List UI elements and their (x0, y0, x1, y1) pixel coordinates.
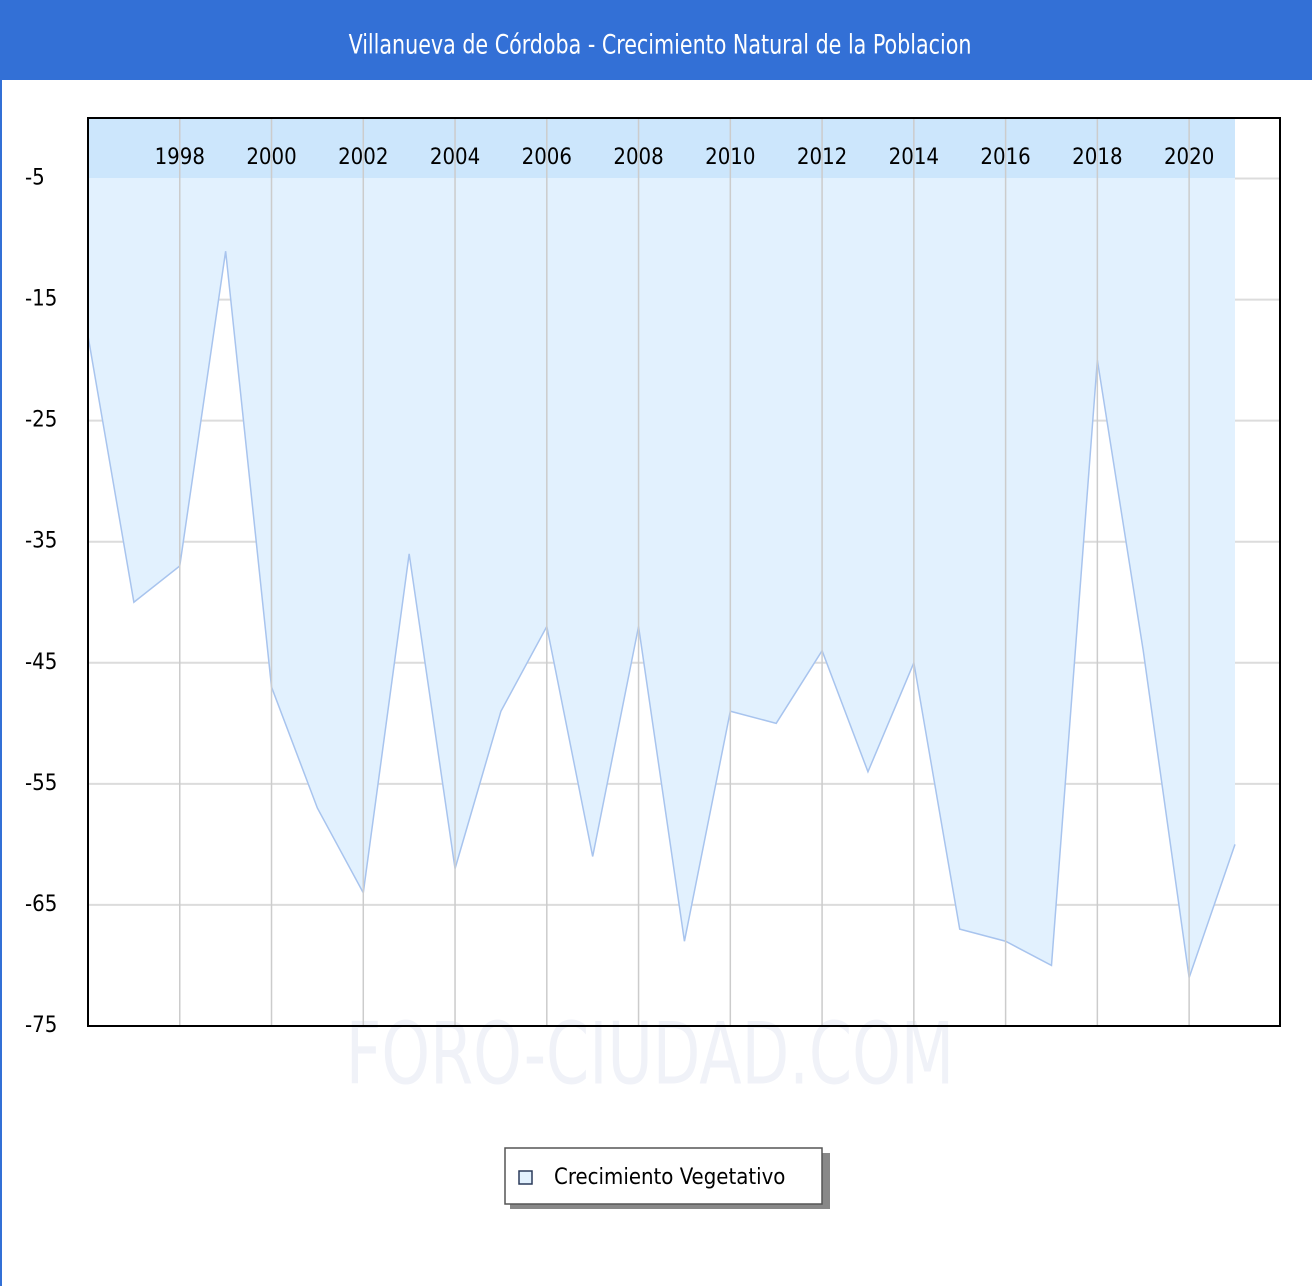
x-tick-label: 2006 (522, 145, 572, 170)
x-tick-label: 2004 (430, 145, 480, 170)
legend-swatch (518, 1170, 533, 1185)
x-tick-label: 2000 (246, 145, 296, 170)
x-tick-label: 2002 (338, 145, 388, 170)
y-tick-label: -5 (25, 166, 45, 191)
y-tick-label: -15 (25, 287, 57, 312)
y-tick-label: -35 (25, 529, 57, 554)
x-tick-label: 2020 (1164, 145, 1214, 170)
y-tick-label: -75 (25, 1013, 57, 1038)
area-fill (88, 118, 1235, 978)
x-tick-label: 2018 (1072, 145, 1122, 170)
y-tick-label: -65 (25, 892, 57, 917)
legend-label: Crecimiento Vegetativo (554, 1165, 785, 1190)
x-tick-label: 2010 (705, 145, 755, 170)
y-tick-label: -45 (25, 650, 57, 675)
y-tick-label: -25 (25, 408, 57, 433)
legend-box (504, 1147, 823, 1205)
x-tick-label: 2012 (797, 145, 847, 170)
title-bar (0, 0, 1312, 80)
x-tick-label: 2014 (889, 145, 939, 170)
x-label-band (88, 118, 1235, 178)
chart-title: Villanueva de Córdoba - Crecimiento Natu… (349, 29, 972, 60)
x-tick-label: 1998 (155, 145, 205, 170)
y-tick-label: -55 (25, 771, 57, 796)
watermark: FORO-CIUDAD.COM (346, 1005, 954, 1104)
plot-frame (87, 117, 1281, 1027)
x-tick-label: 2016 (980, 145, 1030, 170)
area-line (87, 251, 1236, 978)
x-tick-label: 2008 (613, 145, 663, 170)
